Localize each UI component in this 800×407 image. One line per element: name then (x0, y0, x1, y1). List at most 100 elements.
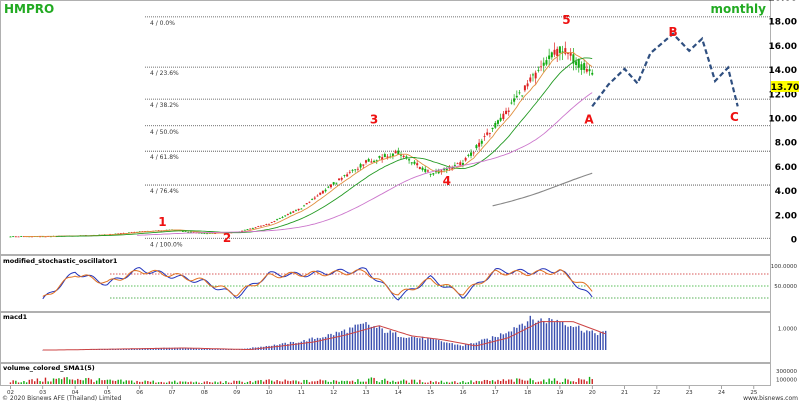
volume-bar (255, 381, 256, 384)
volume-bar (451, 382, 452, 384)
volume-bar (381, 380, 382, 384)
volume-bar (462, 381, 463, 384)
macd-bar (495, 337, 496, 350)
macd-bar (554, 322, 555, 350)
volume-bar (411, 380, 412, 384)
volume-bar (276, 380, 277, 384)
volume-bar (581, 379, 582, 384)
candle-body (432, 173, 434, 174)
volume-bar (317, 381, 318, 384)
volume-bar (82, 380, 83, 384)
volume-bar (39, 381, 40, 384)
volume-bar (476, 381, 477, 384)
candle-body (346, 174, 348, 176)
volume-bar (398, 382, 399, 384)
candle-body (284, 215, 286, 216)
macd-layer: 1.0000 (42, 316, 797, 350)
y-tick-label: 16.00 (769, 42, 797, 52)
candle-body (540, 66, 542, 67)
macd-bar (301, 342, 302, 350)
volume-bar (430, 381, 431, 384)
volume-bar (422, 382, 423, 384)
candle-body (535, 73, 537, 79)
price-tag-value: 13.70 (771, 83, 799, 93)
x-tick-label: 19 (556, 390, 563, 396)
candle-body (365, 160, 367, 162)
volume-bar (293, 380, 294, 384)
volume-bar (301, 383, 302, 384)
volume-bar (333, 380, 334, 384)
candle-body (349, 172, 351, 173)
macd-bar (567, 327, 568, 350)
candle-body (287, 214, 289, 215)
wave-label: 1 (158, 215, 166, 229)
volume-bar (368, 379, 369, 384)
volume-bar (115, 381, 116, 384)
volume-bar (158, 382, 159, 384)
candle-body (416, 163, 418, 165)
volume-bar (134, 383, 135, 384)
volume-bar (101, 380, 102, 384)
volume-bar (441, 381, 442, 384)
macd-bar (290, 342, 291, 350)
macd-bar (322, 337, 323, 350)
macd-bar (470, 343, 471, 350)
volume-bar (217, 382, 218, 384)
macd-bar (271, 346, 272, 350)
macd-bar (182, 348, 183, 350)
macd-bar (433, 338, 434, 350)
x-tick-label: 21 (621, 390, 628, 396)
candle-body (20, 236, 22, 237)
volume-bar (284, 380, 285, 384)
candle-body (543, 63, 545, 66)
volume-bar (352, 381, 353, 384)
candle-body (341, 178, 343, 180)
candle-body (422, 168, 424, 170)
volume-bar (85, 378, 86, 384)
macd-bar (489, 340, 490, 350)
macd-bar (500, 333, 501, 350)
candle-body (556, 49, 558, 56)
wave-label: C (730, 110, 739, 124)
candle-body (206, 233, 208, 234)
macd-bar (519, 325, 520, 350)
volume-bar (61, 379, 62, 384)
candle-body (510, 103, 512, 104)
volume-bar (64, 377, 65, 384)
volume-bar (527, 381, 528, 384)
volume-bar (268, 379, 269, 384)
volume-bar (23, 381, 24, 384)
volume-bar (373, 378, 374, 384)
wave-label: 5 (562, 13, 570, 27)
volume-bar (190, 382, 191, 384)
candle-body (15, 236, 17, 237)
stoch-y-tick: 50.0000 (774, 284, 797, 290)
candle-body (18, 236, 20, 237)
candle-body (427, 170, 429, 171)
candle-body (281, 217, 283, 218)
macd-bar (392, 333, 393, 350)
volume-bar (538, 382, 539, 384)
macd-bar (497, 337, 498, 350)
macd-bar (317, 338, 318, 350)
candle-body (246, 229, 248, 230)
macd-bar (449, 343, 450, 350)
candle-body (276, 219, 278, 220)
candle-body (244, 230, 246, 231)
candle-body (521, 95, 523, 96)
fibonacci-label: 4 / 0.0% (150, 20, 175, 27)
candle-body (481, 141, 483, 144)
candle-body (411, 162, 413, 163)
candle-body (492, 128, 494, 129)
volume-bar (91, 379, 92, 384)
volume-bar (21, 382, 22, 384)
candle-body (524, 86, 526, 91)
volume-bar (241, 382, 242, 384)
candle-body (298, 209, 300, 210)
volume-bar (330, 382, 331, 384)
macd-bar (384, 333, 385, 350)
volume-bar (266, 380, 267, 384)
volume-bar (163, 382, 164, 384)
